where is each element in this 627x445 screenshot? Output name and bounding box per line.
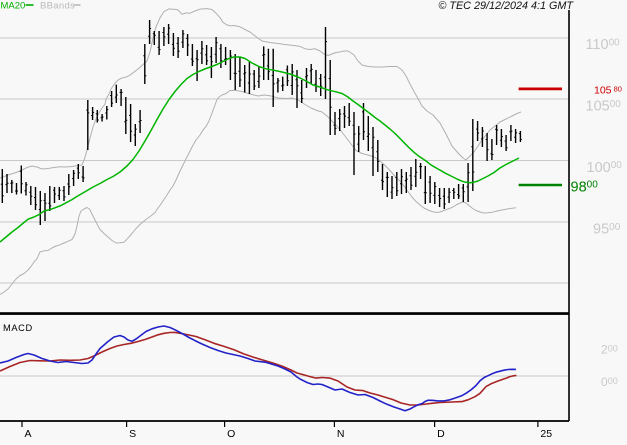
svg-text:BBands: BBands — [40, 1, 75, 12]
svg-text:25: 25 — [540, 428, 552, 440]
svg-text:200: 200 — [601, 343, 618, 357]
svg-text:N: N — [337, 428, 345, 440]
svg-text:A: A — [25, 428, 32, 440]
svg-text:D: D — [437, 428, 445, 440]
svg-text:© TEC 29/12/2024 4:1 GMT: © TEC 29/12/2024 4:1 GMT — [438, 0, 574, 12]
svg-text:O: O — [227, 428, 235, 440]
svg-text:MACD: MACD — [3, 323, 33, 333]
svg-text:S: S — [129, 428, 136, 440]
svg-text:MA20: MA20 — [1, 1, 26, 12]
svg-text:000: 000 — [601, 375, 618, 389]
